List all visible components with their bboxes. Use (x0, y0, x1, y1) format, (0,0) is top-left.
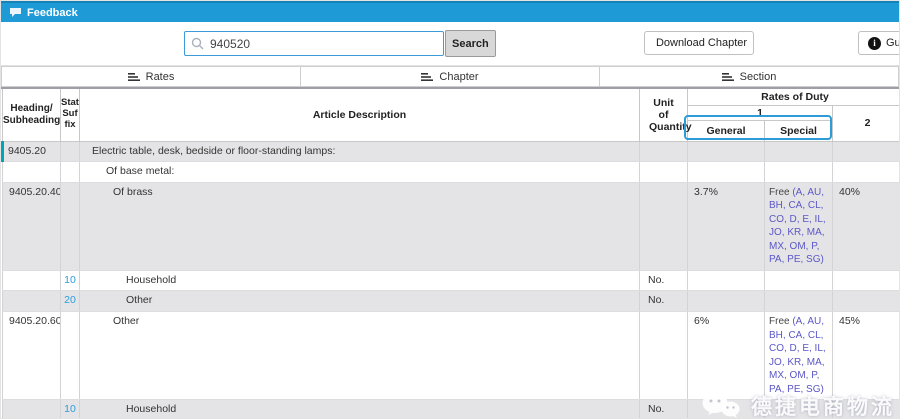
stat-suffix-link[interactable]: 20 (64, 294, 76, 307)
download-chapter-button[interactable]: Download Chapter (644, 31, 754, 55)
special-program-links[interactable]: (A, AU, BH, CA, CL, CO, D, E, IL, JO, KR… (769, 316, 826, 395)
col-header-heading: Heading/ Subheading (2, 89, 61, 142)
description-cell: Of base metal: (79, 161, 640, 183)
sort-lines-icon (127, 72, 140, 81)
table-row: 10 Household No. (2, 270, 899, 292)
description-cell: Household (79, 270, 640, 292)
col-header-article-description: Article Description (79, 89, 640, 142)
search-icon (191, 37, 204, 50)
special-free-label: Free (769, 186, 790, 198)
heading-cell: 9405.20 (1, 141, 61, 163)
tab-rates[interactable]: Rates (1, 66, 301, 87)
search-button[interactable]: Search (445, 30, 496, 57)
col-header-rates-of-duty: Rates of Duty (686, 89, 899, 106)
unit-cell: No. (639, 399, 688, 418)
tab-section[interactable]: Section (599, 66, 899, 87)
guide-button[interactable]: Guide (858, 31, 900, 55)
feedback-bubble-icon (10, 8, 21, 17)
description-cell: Of brass (79, 182, 640, 271)
heading-cell: 9405.20.40 (2, 182, 61, 271)
heading-cell: 9405.20.60 (2, 311, 61, 401)
table-row: 9405.20 Electric table, desk, bedside or… (1, 141, 899, 163)
tab-section-label: Section (739, 70, 777, 83)
sort-lines-icon (721, 72, 734, 81)
search-box (184, 31, 444, 56)
table-row: Of base metal: (2, 161, 899, 183)
table-row: 20 Other No. (2, 290, 899, 313)
general-rate-cell: 3.7% (687, 182, 765, 271)
general-rate-cell: 6% (687, 311, 765, 401)
view-tabs: Rates Chapter Section (1, 65, 899, 87)
description-cell: Other (79, 311, 640, 401)
info-icon (868, 36, 881, 50)
duty2-rate-cell: 40% (832, 182, 899, 271)
tab-rates-label: Rates (145, 70, 175, 83)
tab-chapter-label: Chapter (439, 70, 479, 83)
stat-suffix-link[interactable]: 10 (64, 403, 76, 416)
col-header-general: General (687, 120, 765, 142)
table-row: 9405.20.60 Other 6% Free (A, AU, BH, CA,… (2, 311, 899, 401)
col-header-unit: Unit of Quantity (639, 89, 692, 142)
special-rate-cell: Free (A, AU, BH, CA, CL, CO, D, E, IL, J… (764, 182, 833, 271)
tab-chapter[interactable]: Chapter (300, 66, 600, 87)
special-program-links[interactable]: (A, AU, BH, CA, CL, CO, D, E, IL, JO, KR… (769, 186, 826, 266)
col-header-duty-1: 1 (687, 105, 833, 121)
description-cell: Other (79, 290, 640, 313)
download-chapter-label: Download Chapter (655, 37, 748, 49)
toolbar: Search Download Chapter Guide (1, 22, 899, 65)
table-row: 10 Household No. (2, 399, 899, 418)
guide-label: Guide (886, 37, 900, 49)
col-header-duty-2: 2 (831, 105, 899, 142)
search-input[interactable] (185, 32, 443, 55)
stat-suffix-link[interactable]: 10 (64, 273, 76, 286)
table-row: 9405.20.40 Of brass 3.7% Free (A, AU, BH… (2, 182, 899, 271)
special-free-label: Free (769, 316, 790, 328)
col-header-stat-suffix: Stat Suf fix (60, 89, 80, 142)
description-cell: Electric table, desk, bedside or floor-s… (79, 141, 640, 163)
sort-lines-icon (421, 72, 434, 81)
unit-cell: No. (639, 270, 688, 292)
tariff-table: Heading/ Subheading Stat Suf fix Article… (1, 87, 899, 418)
feedback-bar[interactable]: Feedback (1, 1, 899, 22)
unit-cell: No. (639, 290, 688, 313)
special-rate-cell: Free (A, AU, BH, CA, CL, CO, D, E, IL, J… (764, 311, 833, 401)
search-group: Search (184, 30, 496, 57)
col-header-special: Special (764, 120, 833, 142)
duty2-rate-cell: 45% (832, 311, 899, 401)
feedback-label: Feedback (27, 6, 78, 19)
description-cell: Household (79, 399, 640, 418)
